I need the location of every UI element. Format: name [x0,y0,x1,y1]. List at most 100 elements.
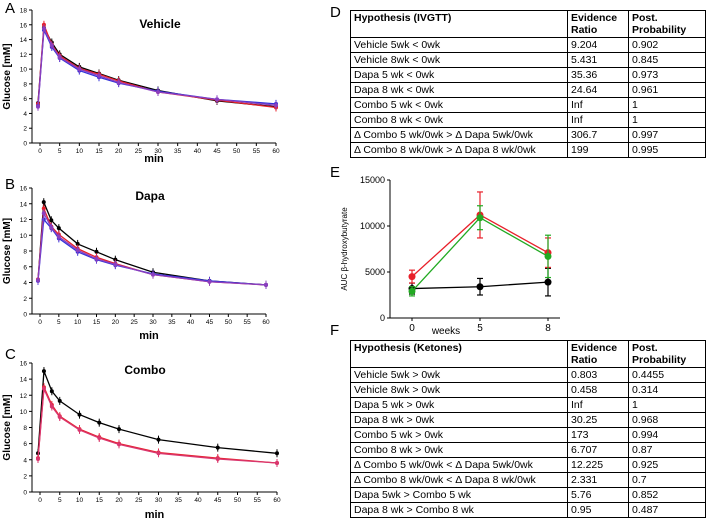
data-point-black [49,218,54,223]
data-point-purple [94,256,99,261]
data-point-purple [207,279,212,284]
data-point-purple [41,26,46,31]
table-row: Combo 8 wk > 0wk 6.707 0.87 [350,442,706,458]
evidence-ratio-cell: 0.458 [567,382,629,398]
y-tick-label: 0 [23,490,27,497]
table-row: Dapa 5 wk > 0wk Inf 1 [350,397,706,413]
data-point-purple [113,262,118,267]
data-point-pink [57,415,62,420]
series-line-blue [37,217,267,286]
table-row: Vehicle 5wk < 0wk 9.204 0.902 [350,37,706,53]
x-tick-label: 5 [57,319,61,326]
x-tick-label: 45 [206,319,214,326]
hypothesis-cell: Δ Combo 8 wk/0wk < Δ Dapa 8 wk/0wk [350,472,568,488]
table-row: Dapa 8 wk < 0wk 24.64 0.961 [350,82,706,98]
table-row: Δ Combo 8 wk/0wk > Δ Dapa 8 wk/0wk 199 0.9… [350,142,706,158]
y-tick-label: 2 [23,473,27,480]
y-tick-label: 16 [20,186,28,193]
y-tick-label: 14 [20,201,28,208]
table-header-evidence: Evidence Ratio [567,340,629,368]
x-tick-label: 20 [112,319,120,326]
hypothesis-cell: Dapa 8 wk > Combo 8 wk [350,502,568,518]
table-header-evidence: Evidence Ratio [567,10,629,38]
x-tick-label: 15 [93,319,101,326]
x-tick-label: 45 [214,497,222,504]
probability-cell: 0.87 [628,442,706,458]
x-tick-label: 35 [168,319,176,326]
y-tick-label: 16 [20,22,28,29]
panel-label-f: F [330,322,340,339]
panel-label-c: C [5,346,16,363]
probability-cell: 0.995 [628,142,706,158]
data-point-purple [41,211,46,216]
y-tick-label: 4 [23,457,27,464]
y-tick-label: 2 [23,126,27,133]
probability-cell: 0.994 [628,427,706,443]
panel-label-b: B [5,176,16,193]
data-point-pink [36,456,40,461]
x-tick-label: 5 [58,148,62,155]
x-tick-label: 0 [409,323,415,334]
series-line-purple [37,210,267,286]
hypothesis-cell: Δ Combo 5 wk/0wk < Δ Dapa 5wk/0wk [350,457,568,473]
data-point-purple [156,90,160,95]
y-tick-label: 10 [20,409,28,416]
probability-cell: 0.973 [628,67,706,83]
data-point-pink [77,427,82,432]
x-tick-label: 55 [253,148,261,155]
y-tick-label: 12 [20,52,28,59]
data-point-pink [97,435,102,440]
table-row: Δ Combo 5 wk/0wk < Δ Dapa 5wk/0wk 12.225 0… [350,457,706,473]
probability-cell: 0.968 [628,412,706,428]
hypothesis-cell: Combo 5 wk < 0wk [350,97,568,113]
y-tick-label: 6 [23,441,27,448]
table-ivgtt: Hypothesis (IVGTT) Evidence Ratio Post. … [350,10,706,158]
data-point-pink [117,442,121,447]
table-row: Combo 5 wk > 0wk 173 0.994 [350,427,706,443]
hypothesis-cell: Vehicle 5wk > 0wk [350,367,568,383]
y-tick-label: 0 [380,313,385,323]
series-line-blue [37,27,277,107]
panel-label-a: A [5,0,16,17]
probability-cell: 1 [628,112,706,128]
probability-cell: 0.845 [628,52,706,68]
data-point-pink [49,404,54,409]
x-axis-label: min [139,330,159,342]
table-header-row: Hypothesis (Ketones) Evidence Ratio Post… [350,340,706,368]
evidence-ratio-cell: 173 [567,427,629,443]
y-tick-label: 4 [23,280,27,287]
y-axis-label: Glucose [mM] [2,218,13,284]
data-point-black [94,249,99,254]
x-tick-label: 35 [175,497,183,504]
y-tick-label: 18 [20,8,28,15]
table-row: Δ Combo 8 wk/0wk < Δ Dapa 8 wk/0wk 2.331 0… [350,472,706,488]
evidence-ratio-cell: 35.36 [567,67,629,83]
panel-label-d: D [330,4,341,21]
evidence-ratio-cell: 5.76 [567,487,629,503]
data-point-purple [77,67,82,72]
chart-title: Dapa [135,189,165,203]
x-tick-label: 25 [131,319,139,326]
table-row: Dapa 5 wk < 0wk 35.36 0.973 [350,67,706,83]
x-tick-label: 35 [174,148,182,155]
data-point-Dapa [408,273,416,281]
hypothesis-cell: Δ Combo 5 wk/0wk > Δ Dapa 5wk/0wk [350,127,568,143]
data-point-Combo [544,252,552,260]
x-tick-label: 5 [477,323,483,334]
y-tick-label: 0 [23,312,27,319]
evidence-ratio-cell: 306.7 [567,127,629,143]
data-point-black [275,451,279,456]
table-header-hypothesis: Hypothesis (Ketones) [350,340,568,368]
table-header-hypothesis: Hypothesis (IVGTT) [350,10,568,38]
table-header-probability: Post. Probability [628,340,706,368]
chart-title: Vehicle [139,17,181,31]
data-point-pink [215,456,220,461]
data-point-purple [97,73,101,78]
evidence-ratio-cell: 30.25 [567,412,629,428]
series-line-pink [37,388,278,464]
probability-cell: 1 [628,397,706,413]
data-point-purple [56,234,61,239]
data-point-purple [49,43,54,48]
x-axis-label: min [145,509,165,521]
evidence-ratio-cell: 12.225 [567,457,629,473]
